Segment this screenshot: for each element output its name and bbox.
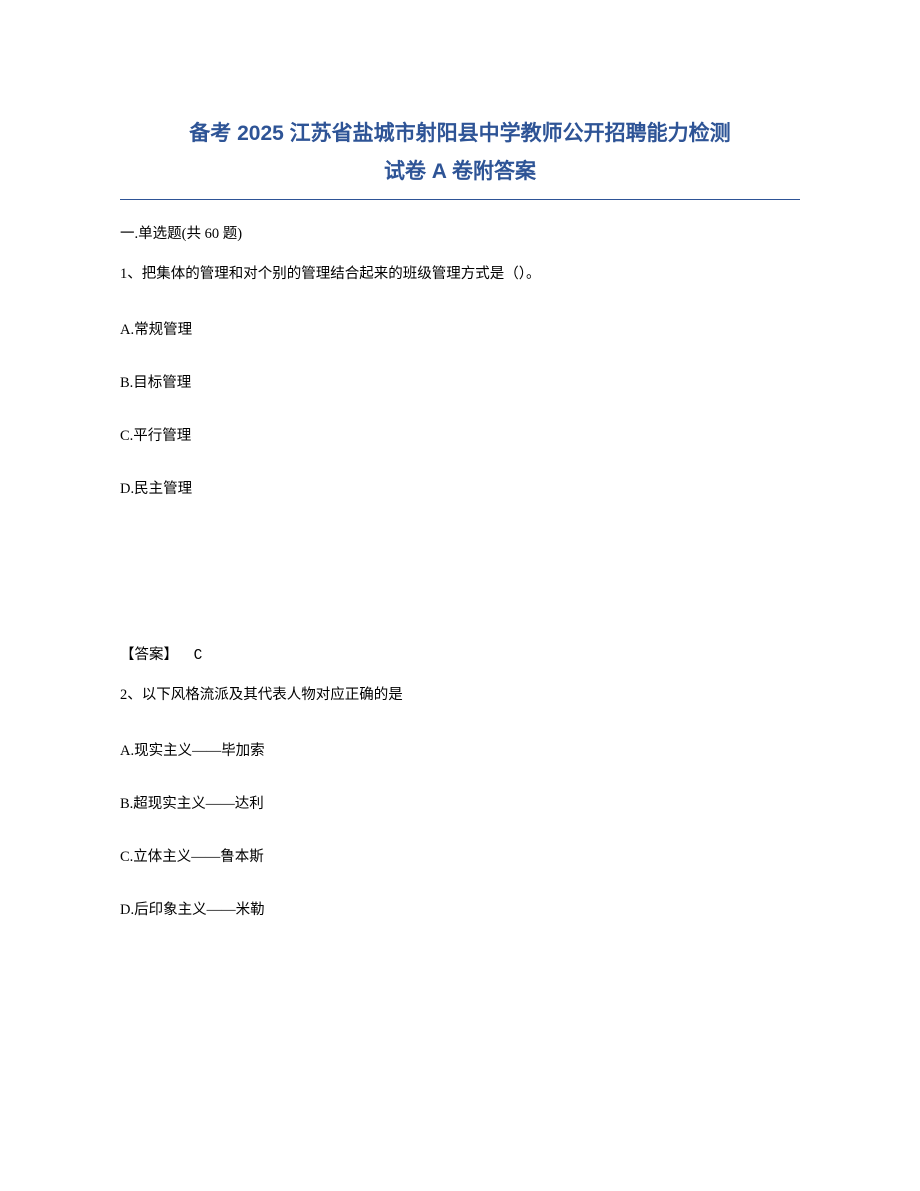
title-line-2: 试卷 A 卷附答案 [120, 153, 800, 191]
title-line-1: 备考 2025 江苏省盐城市射阳县中学教师公开招聘能力检测 [120, 115, 800, 153]
question-2-text: 2、以下风格流派及其代表人物对应正确的是 [120, 684, 800, 707]
question-2-option-a: A.现实主义——毕加索 [120, 739, 800, 760]
question-1-answer: 【答案】 C [120, 643, 800, 664]
question-2-option-d: D.后印象主义——米勒 [120, 898, 800, 919]
answer-label: 【答案】 [120, 647, 178, 663]
question-1-option-d: D.民主管理 [120, 477, 800, 498]
question-2-option-c: C.立体主义——鲁本斯 [120, 845, 800, 866]
question-1-option-c: C.平行管理 [120, 424, 800, 445]
question-1-option-a: A.常规管理 [120, 318, 800, 339]
answer-value: C [194, 648, 203, 664]
question-2-option-b: B.超现实主义——达利 [120, 792, 800, 813]
title-underline [120, 199, 800, 200]
section-header: 一.单选题(共 60 题) [120, 222, 800, 243]
question-1-option-b: B.目标管理 [120, 371, 800, 392]
document-title: 备考 2025 江苏省盐城市射阳县中学教师公开招聘能力检测 试卷 A 卷附答案 [120, 115, 800, 191]
question-1-text: 1、把集体的管理和对个别的管理结合起来的班级管理方式是（）。 [120, 263, 800, 286]
